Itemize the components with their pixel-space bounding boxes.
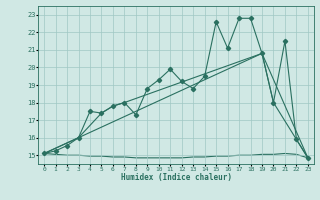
X-axis label: Humidex (Indice chaleur): Humidex (Indice chaleur): [121, 173, 231, 182]
